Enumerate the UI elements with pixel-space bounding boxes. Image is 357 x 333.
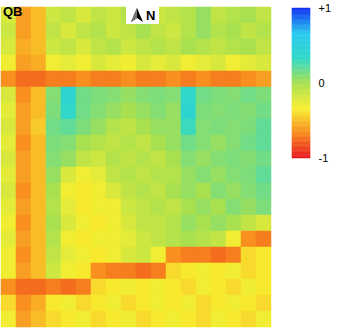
- svg-text:+1: +1: [319, 2, 332, 14]
- html-text:QB: QB: [3, 4, 23, 19]
- svg-text:-1: -1: [319, 152, 329, 164]
- html-text:N: N: [146, 7, 156, 23]
- svg-text:0: 0: [319, 77, 325, 89]
